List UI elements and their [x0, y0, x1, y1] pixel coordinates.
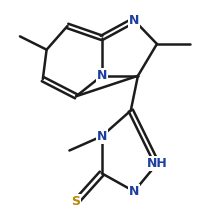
- Text: N: N: [129, 14, 139, 27]
- Text: N: N: [129, 185, 139, 198]
- Text: N: N: [97, 130, 107, 143]
- Text: NH: NH: [147, 157, 167, 170]
- Text: S: S: [72, 195, 81, 208]
- Text: N: N: [97, 69, 107, 82]
